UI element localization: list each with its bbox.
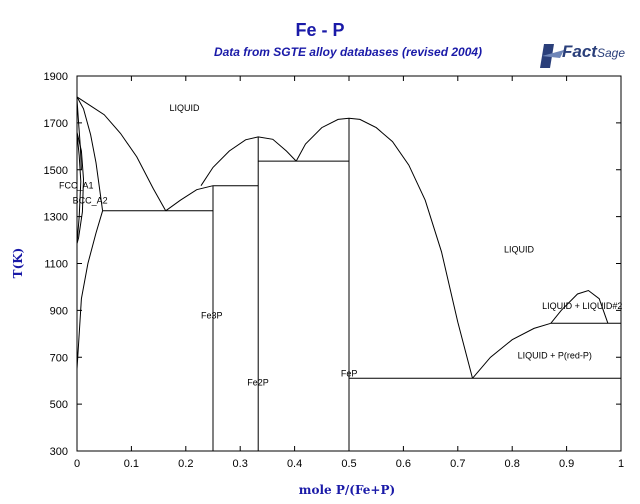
region-label: LIQUID <box>169 103 200 113</box>
region-label: FeP <box>341 368 358 378</box>
y-tick-label: 700 <box>50 352 68 364</box>
x-axis-ticks: 0 0.1 0.2 0.3 0.4 0.5 0.6 0.7 0.8 0.9 1 <box>74 76 624 470</box>
phase-boundary-0 <box>76 96 167 212</box>
region-label: Fe3P <box>201 311 223 321</box>
y-tick-label: 300 <box>50 446 68 458</box>
region-label: LIQUID + LIQUID#2 <box>542 301 622 311</box>
phase-boundaries <box>76 96 621 451</box>
region-label: LIQUID <box>504 244 535 254</box>
phase-boundary-15 <box>76 210 104 370</box>
x-tick-label: 0.1 <box>124 458 139 470</box>
logo-sage-text: Sage <box>596 46 625 60</box>
phase-boundary-16 <box>76 99 82 170</box>
factsage-logo: FactSage <box>548 42 625 62</box>
region-label: LIQUID + P(red-P) <box>518 350 592 360</box>
x-tick-label: 0.8 <box>505 458 520 470</box>
chart-title: Fe - P <box>295 20 345 40</box>
x-tick-label: 0.5 <box>341 458 356 470</box>
y-tick-label: 900 <box>50 305 68 317</box>
y-axis-label: T(K) <box>11 248 25 279</box>
phase-boundary-4 <box>472 322 551 379</box>
x-tick-label: 0.4 <box>287 458 302 470</box>
phase-boundary-1 <box>165 185 214 212</box>
x-axis-label: mole P/(Fe+P) <box>299 483 395 497</box>
phase-boundary-3 <box>295 117 473 379</box>
x-tick-label: 0.9 <box>559 458 574 470</box>
region-label: FCC_A1 <box>59 181 94 191</box>
phase-boundary-5 <box>550 289 609 324</box>
x-tick-label: 0 <box>74 458 80 470</box>
y-tick-label: 1500 <box>44 165 68 177</box>
y-tick-label: 1300 <box>44 212 68 224</box>
phase-boundary-14 <box>76 96 104 211</box>
x-tick-label: 0.6 <box>396 458 411 470</box>
x-tick-label: 0.2 <box>178 458 193 470</box>
chart-subtitle: Data from SGTE alloy databases (revised … <box>213 45 483 59</box>
y-axis-ticks: 300 500 700 900 1100 1300 1500 1700 1900 <box>44 71 621 458</box>
y-tick-label: 500 <box>50 399 68 411</box>
x-tick-label: 1 <box>618 458 624 470</box>
y-tick-label: 1700 <box>44 118 68 130</box>
x-tick-label: 0.7 <box>450 458 465 470</box>
region-labels: LIQUID FCC_A1 BCC_A2 LIQUID LIQUID + LIQUID#… <box>59 103 622 387</box>
logo-fact-text: Fact <box>562 42 597 61</box>
phase-boundary-17 <box>76 133 82 244</box>
y-tick-label: 1900 <box>44 71 68 83</box>
region-label: BCC_A2 <box>73 196 108 206</box>
region-label: Fe2P <box>247 377 269 387</box>
x-tick-label: 0.3 <box>233 458 248 470</box>
phase-boundary-2 <box>200 136 297 186</box>
y-tick-label: 1100 <box>44 259 68 271</box>
factsage-logo-icon <box>540 44 564 68</box>
phase-boundary-18 <box>76 132 85 244</box>
